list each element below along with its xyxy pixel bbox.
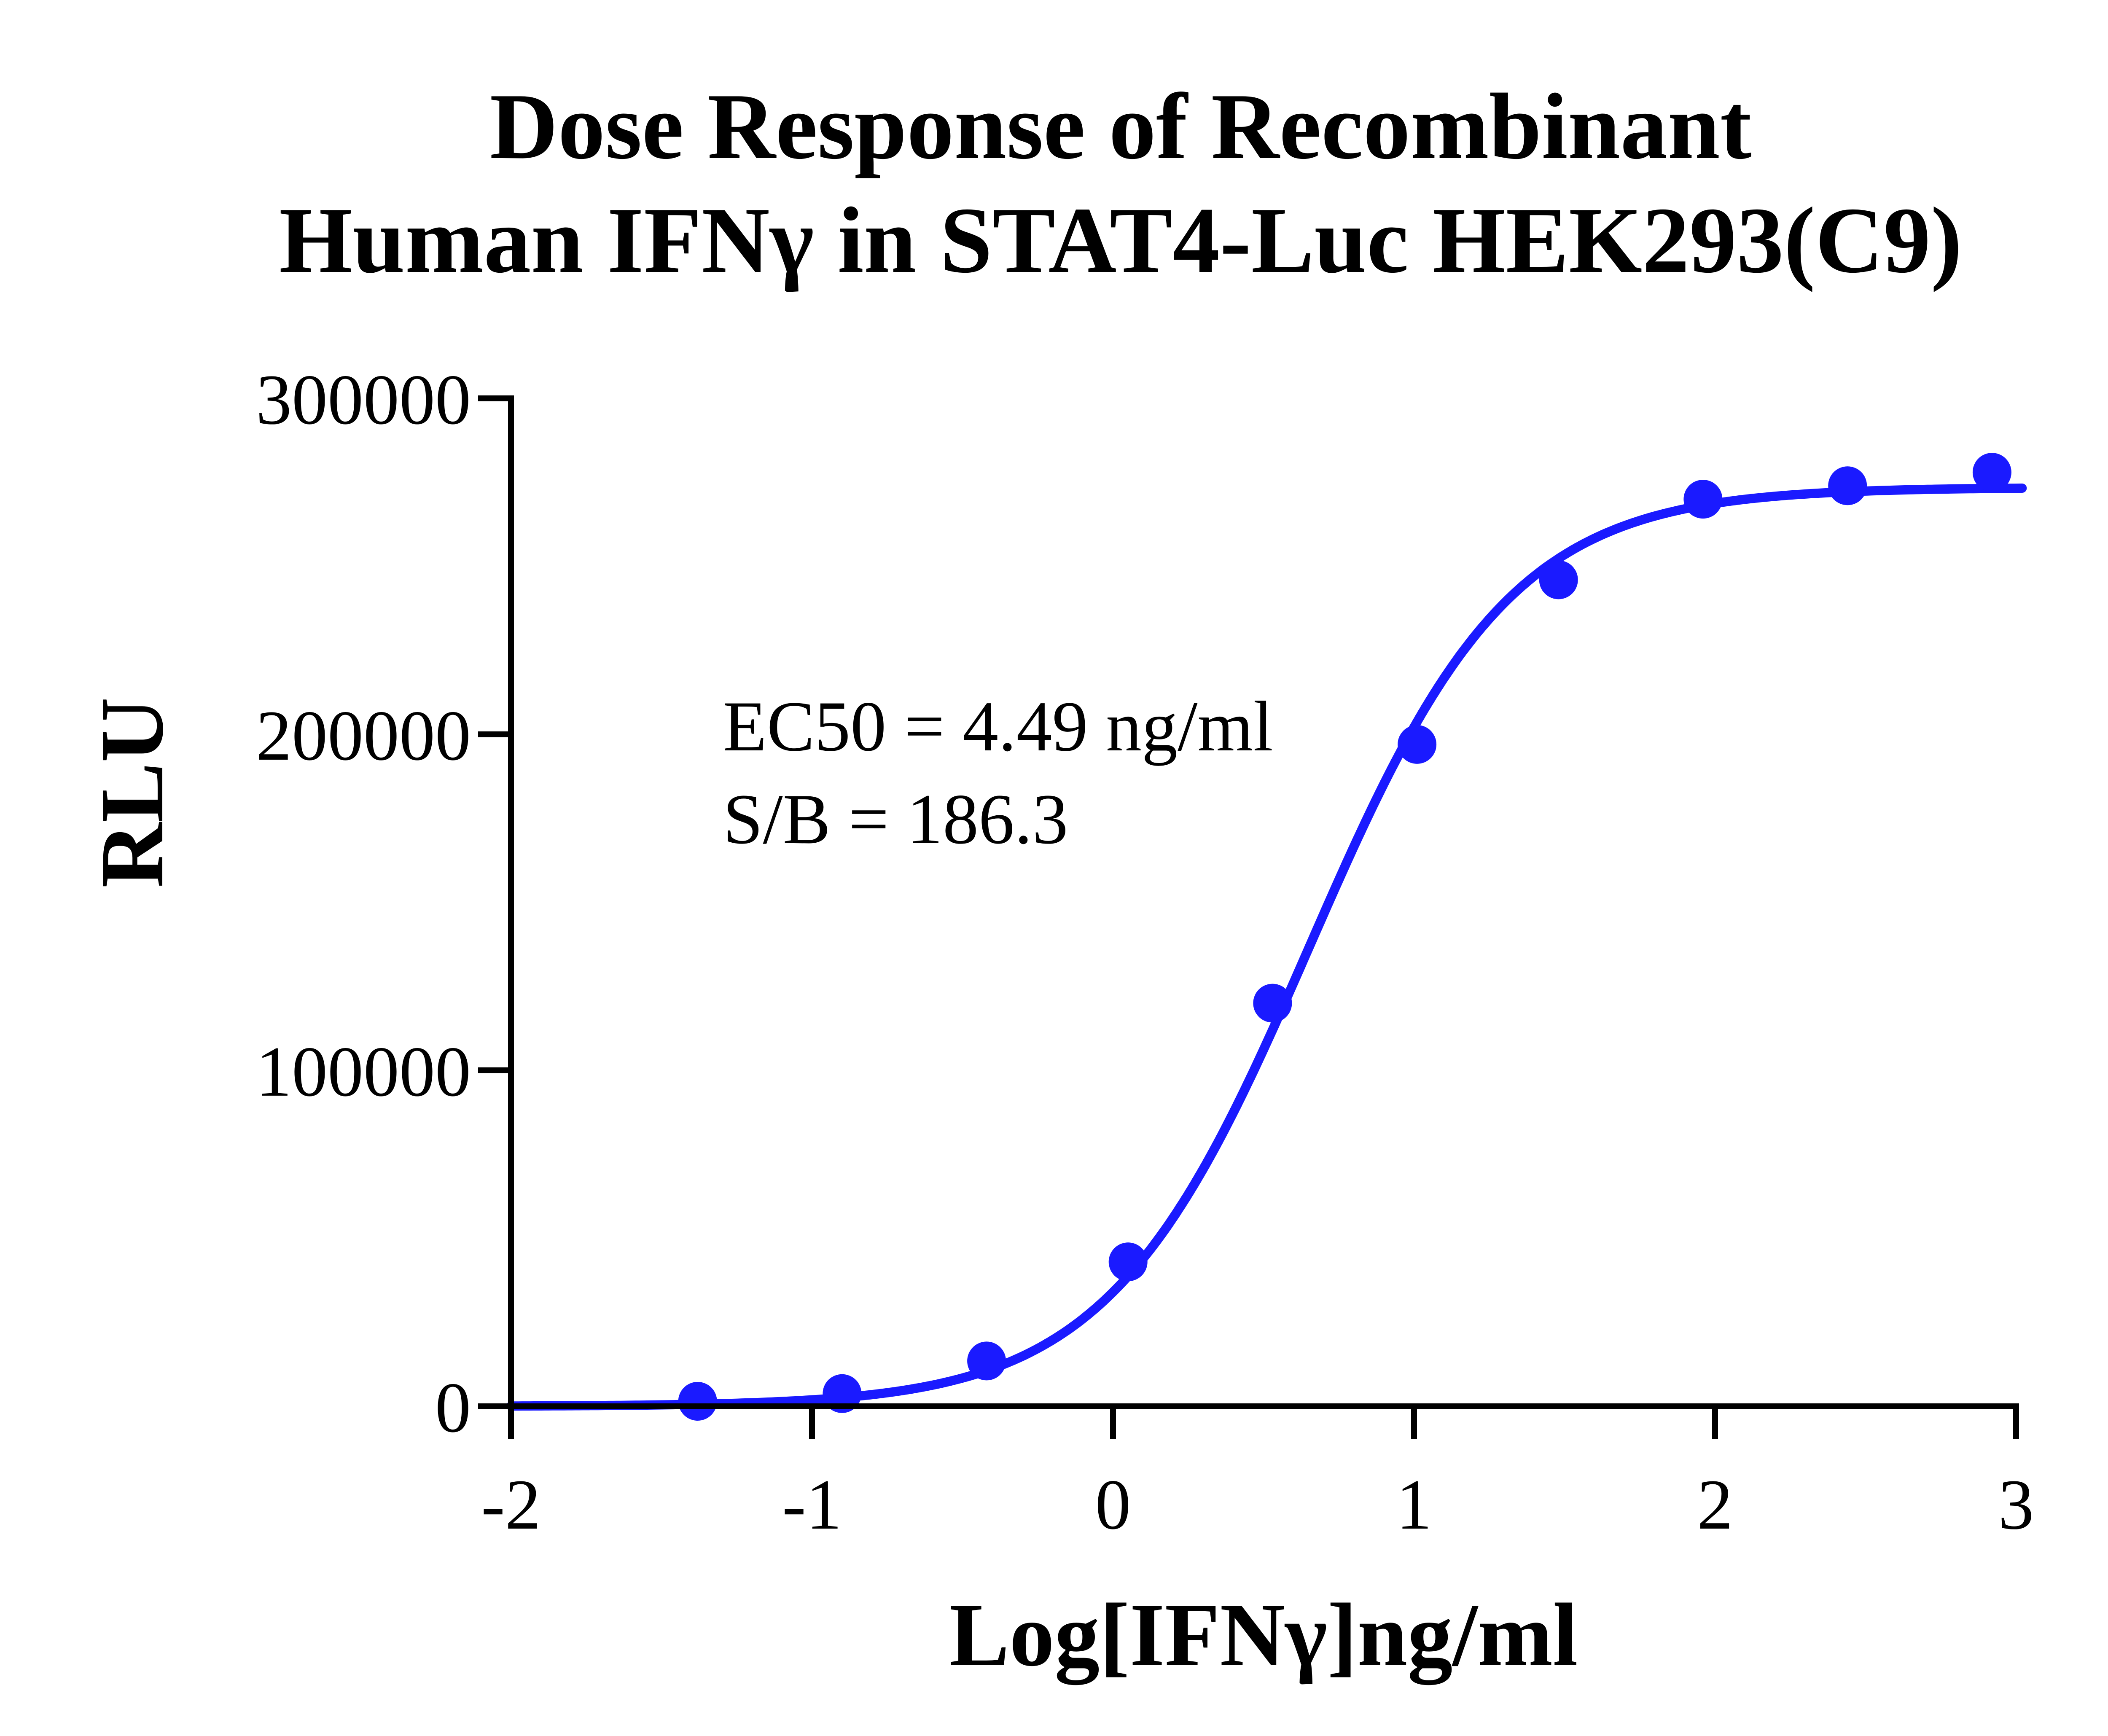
y-tick-label: 200000 — [256, 696, 471, 775]
ec50-annotation: EC50 = 4.49 ng/ml — [723, 687, 1273, 766]
x-tick-label: -2 — [481, 1465, 541, 1544]
data-point — [1539, 560, 1578, 599]
x-tick-label: -1 — [782, 1465, 842, 1544]
chart-title-line-2: Human IFNγ in STAT4-Luc HEK293(C9) — [279, 188, 1962, 293]
chart-title: Dose Response of Recombinant Human IFNγ … — [279, 74, 1962, 293]
y-tick-label: 100000 — [256, 1032, 471, 1111]
data-point — [1683, 480, 1723, 519]
axes — [508, 395, 2019, 1409]
x-tick-label: 1 — [1396, 1465, 1432, 1544]
x-tick-label: 0 — [1095, 1465, 1131, 1544]
x-tick-label: 3 — [1998, 1465, 2034, 1544]
x-axis-label: Log[IFNγ]ng/ml — [949, 1585, 1578, 1685]
chart-title-line-1: Dose Response of Recombinant — [490, 74, 1752, 179]
data-points — [678, 453, 2011, 1421]
data-point — [1253, 984, 1292, 1023]
y-axis-label: RLU — [82, 697, 182, 888]
data-point — [1972, 453, 2011, 492]
y-tick-label: 300000 — [256, 360, 471, 439]
y-axis-ticks: 0 100000 200000 300000 — [256, 360, 511, 1447]
data-point — [967, 1341, 1006, 1381]
sb-annotation: S/B = 186.3 — [723, 779, 1068, 859]
data-point — [678, 1382, 717, 1421]
x-tick-label: 2 — [1697, 1465, 1733, 1544]
data-point — [1828, 466, 1867, 505]
fit-layer — [506, 484, 2027, 1411]
data-point — [823, 1374, 862, 1413]
y-tick-label: 0 — [435, 1368, 471, 1447]
plot-area: -2 -1 0 1 2 3 0 100000 200000 300000 — [256, 360, 2034, 1544]
data-point — [1398, 725, 1437, 764]
fit-curve — [506, 484, 2027, 1411]
data-point — [1108, 1242, 1148, 1282]
x-axis-ticks: -2 -1 0 1 2 3 — [481, 1406, 2034, 1544]
